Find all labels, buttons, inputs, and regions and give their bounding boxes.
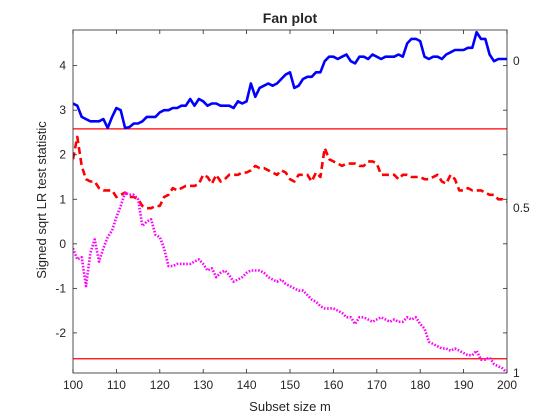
series-end-label: 0.5 xyxy=(513,201,530,215)
x-tick-label: 160 xyxy=(323,378,343,392)
series-end-label: 1 xyxy=(513,366,520,380)
plot-area xyxy=(73,30,507,373)
y-tick-label: 0 xyxy=(59,237,66,251)
y-tick-label: 1 xyxy=(59,192,66,206)
y-tick-label: -2 xyxy=(55,326,66,340)
x-tick-label: 180 xyxy=(410,378,430,392)
x-tick-label: 190 xyxy=(454,378,474,392)
x-tick-label: 110 xyxy=(107,378,126,392)
series-line-solid xyxy=(73,30,507,130)
y-tick-label: 2 xyxy=(59,148,66,162)
series-line-dashed xyxy=(73,135,507,210)
series-line-dotted xyxy=(73,191,507,373)
x-tick-label: 120 xyxy=(150,378,170,392)
y-tick-label: 4 xyxy=(59,59,66,73)
x-axis-label: Subset size m xyxy=(249,399,331,414)
x-tick-label: 170 xyxy=(367,378,387,392)
y-axis-label: Signed sqrt LR test statistic xyxy=(34,121,49,279)
x-tick-label: 150 xyxy=(280,378,300,392)
x-tick-label: 130 xyxy=(193,378,213,392)
x-tick-label: 200 xyxy=(497,378,517,392)
axes: 100 110 120 130 140 150 160 170 180 190 200-2-1012… xyxy=(55,29,530,392)
chart-title: Fan plot xyxy=(263,10,318,26)
x-tick-label: 140 xyxy=(237,378,257,392)
series-end-label: 0 xyxy=(513,54,520,68)
x-tick-label: 100 xyxy=(63,378,83,392)
y-tick-label: -1 xyxy=(55,281,66,295)
y-tick-label: 3 xyxy=(59,103,66,117)
